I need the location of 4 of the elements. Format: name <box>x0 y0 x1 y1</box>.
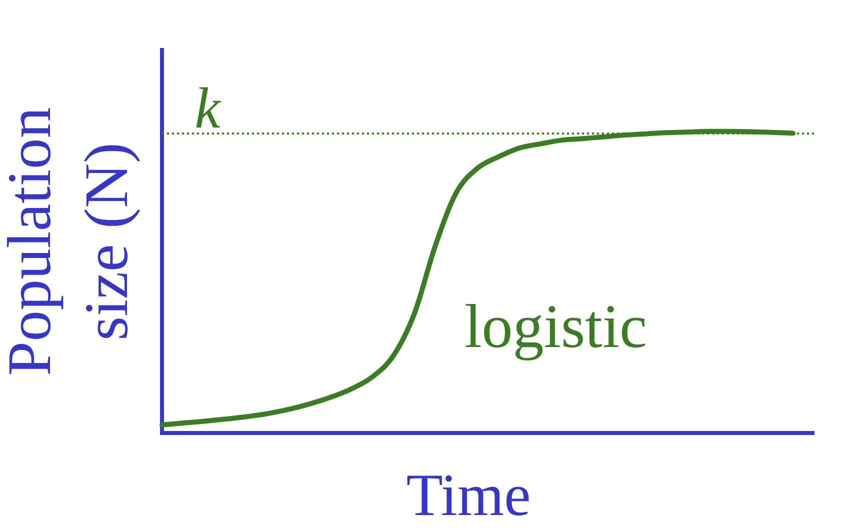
series-label: logistic <box>464 292 648 361</box>
y-axis-title: Population size (N) <box>0 107 141 376</box>
ref-line-label: k <box>194 76 222 141</box>
x-axis-title: Time <box>406 462 531 528</box>
